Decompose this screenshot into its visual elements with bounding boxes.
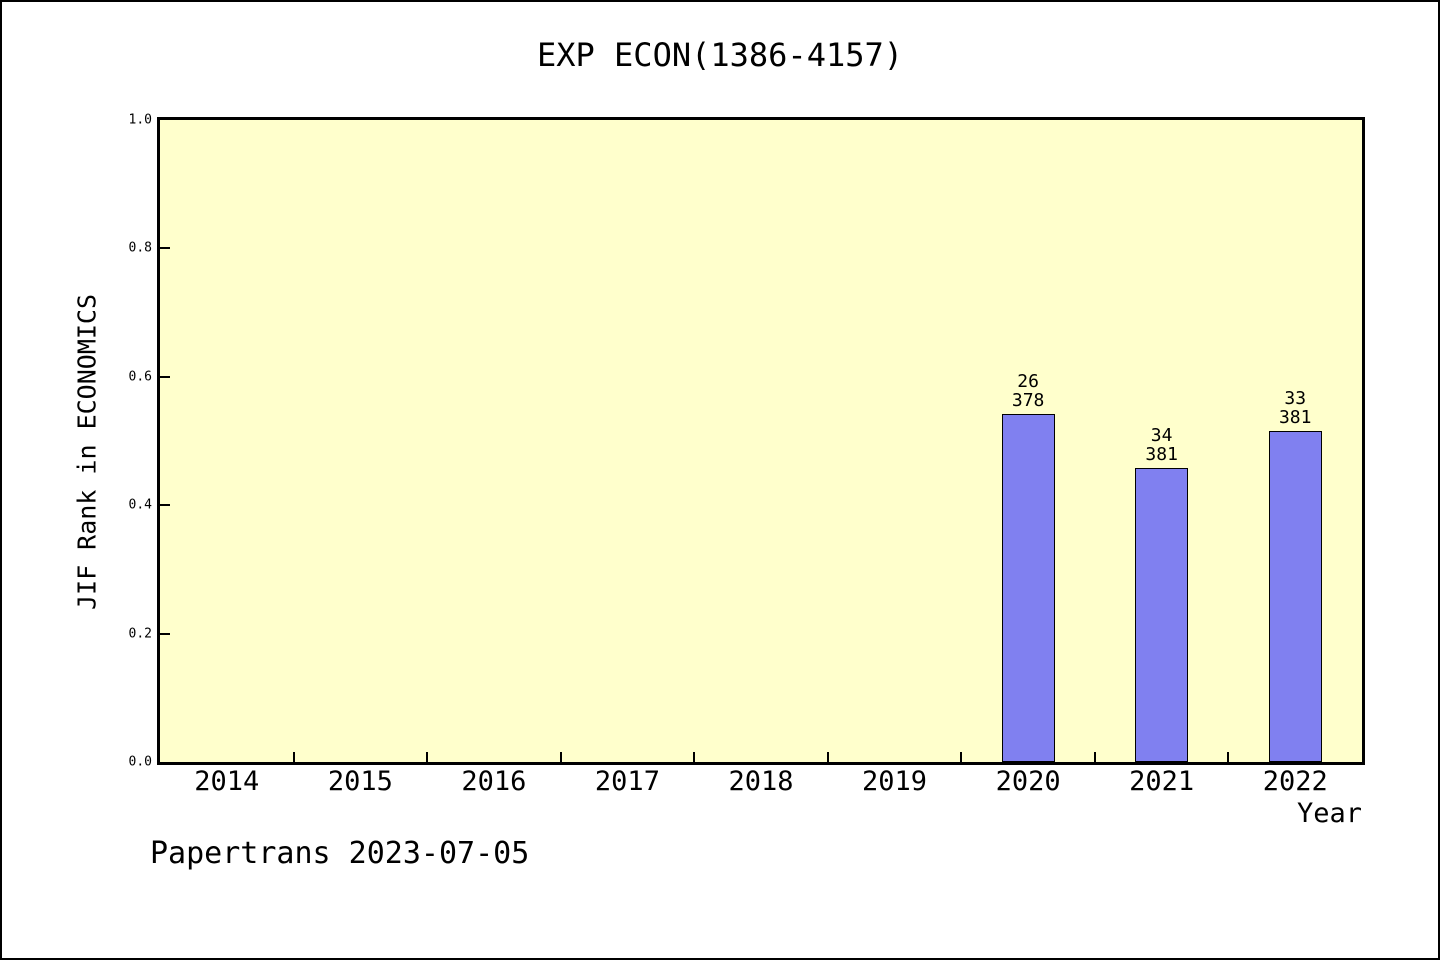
x-axis-tick-label: 2014 <box>194 766 260 797</box>
bar-value-line: 381 <box>1278 407 1312 428</box>
bar-2022 <box>1268 431 1322 762</box>
x-axis-tick-mark <box>426 752 429 762</box>
x-axis-tick-mark <box>1093 752 1096 762</box>
y-axis-label: JIF Rank in ECONOMICS <box>72 293 102 611</box>
x-axis-tick-label: 2019 <box>862 766 928 797</box>
bar-value-label-2022: 33 381 <box>1279 389 1312 427</box>
x-axis-tick-label: 2020 <box>995 766 1061 797</box>
x-axis-tick-label: 2021 <box>1129 766 1195 797</box>
x-axis-tick-label: 2015 <box>327 766 393 797</box>
bar-2020 <box>1001 414 1055 762</box>
bar-value-label-2021: 34 381 <box>1145 426 1178 464</box>
x-axis-tick-mark <box>1227 752 1230 762</box>
x-axis-tick-label: 2018 <box>728 766 794 797</box>
chart-title: EXP ECON(1386-4157) <box>536 36 904 74</box>
x-axis-tick-mark <box>292 752 295 762</box>
bar-value-label-2020: 26 378 <box>1012 372 1045 410</box>
y-axis-tick-label: 0.8 <box>128 240 152 256</box>
bar-value-line: 378 <box>1011 390 1045 411</box>
y-axis-tick-label: 1.0 <box>128 112 152 128</box>
x-axis-tick-mark <box>826 752 829 762</box>
bar-value-line: 26 <box>1017 371 1039 392</box>
y-axis-tick-mark <box>160 504 170 507</box>
bar-value-line: 381 <box>1145 444 1178 465</box>
x-axis-tick-label: 2017 <box>594 766 660 797</box>
bar-value-line: 34 <box>1150 425 1173 446</box>
y-axis-tick-mark <box>160 632 170 635</box>
x-axis-label: Year <box>1296 798 1362 829</box>
x-axis-tick-mark <box>559 752 562 762</box>
y-axis-tick-label: 0.2 <box>128 626 152 642</box>
bar-2021 <box>1135 468 1189 762</box>
y-axis-tick-label: 0.0 <box>128 754 152 770</box>
y-axis-tick-label: 0.4 <box>128 497 152 513</box>
y-axis-tick-mark <box>160 247 170 250</box>
footer-watermark: Papertrans 2023-07-05 <box>150 836 530 871</box>
y-axis-tick-mark <box>160 375 170 378</box>
y-axis-tick-label: 0.6 <box>128 369 152 385</box>
x-axis-tick-mark <box>960 752 963 762</box>
bar-value-line: 33 <box>1284 388 1307 409</box>
x-axis-tick-mark <box>693 752 696 762</box>
x-axis-tick-label: 2022 <box>1262 766 1328 797</box>
x-axis-tick-label: 2016 <box>461 766 527 797</box>
